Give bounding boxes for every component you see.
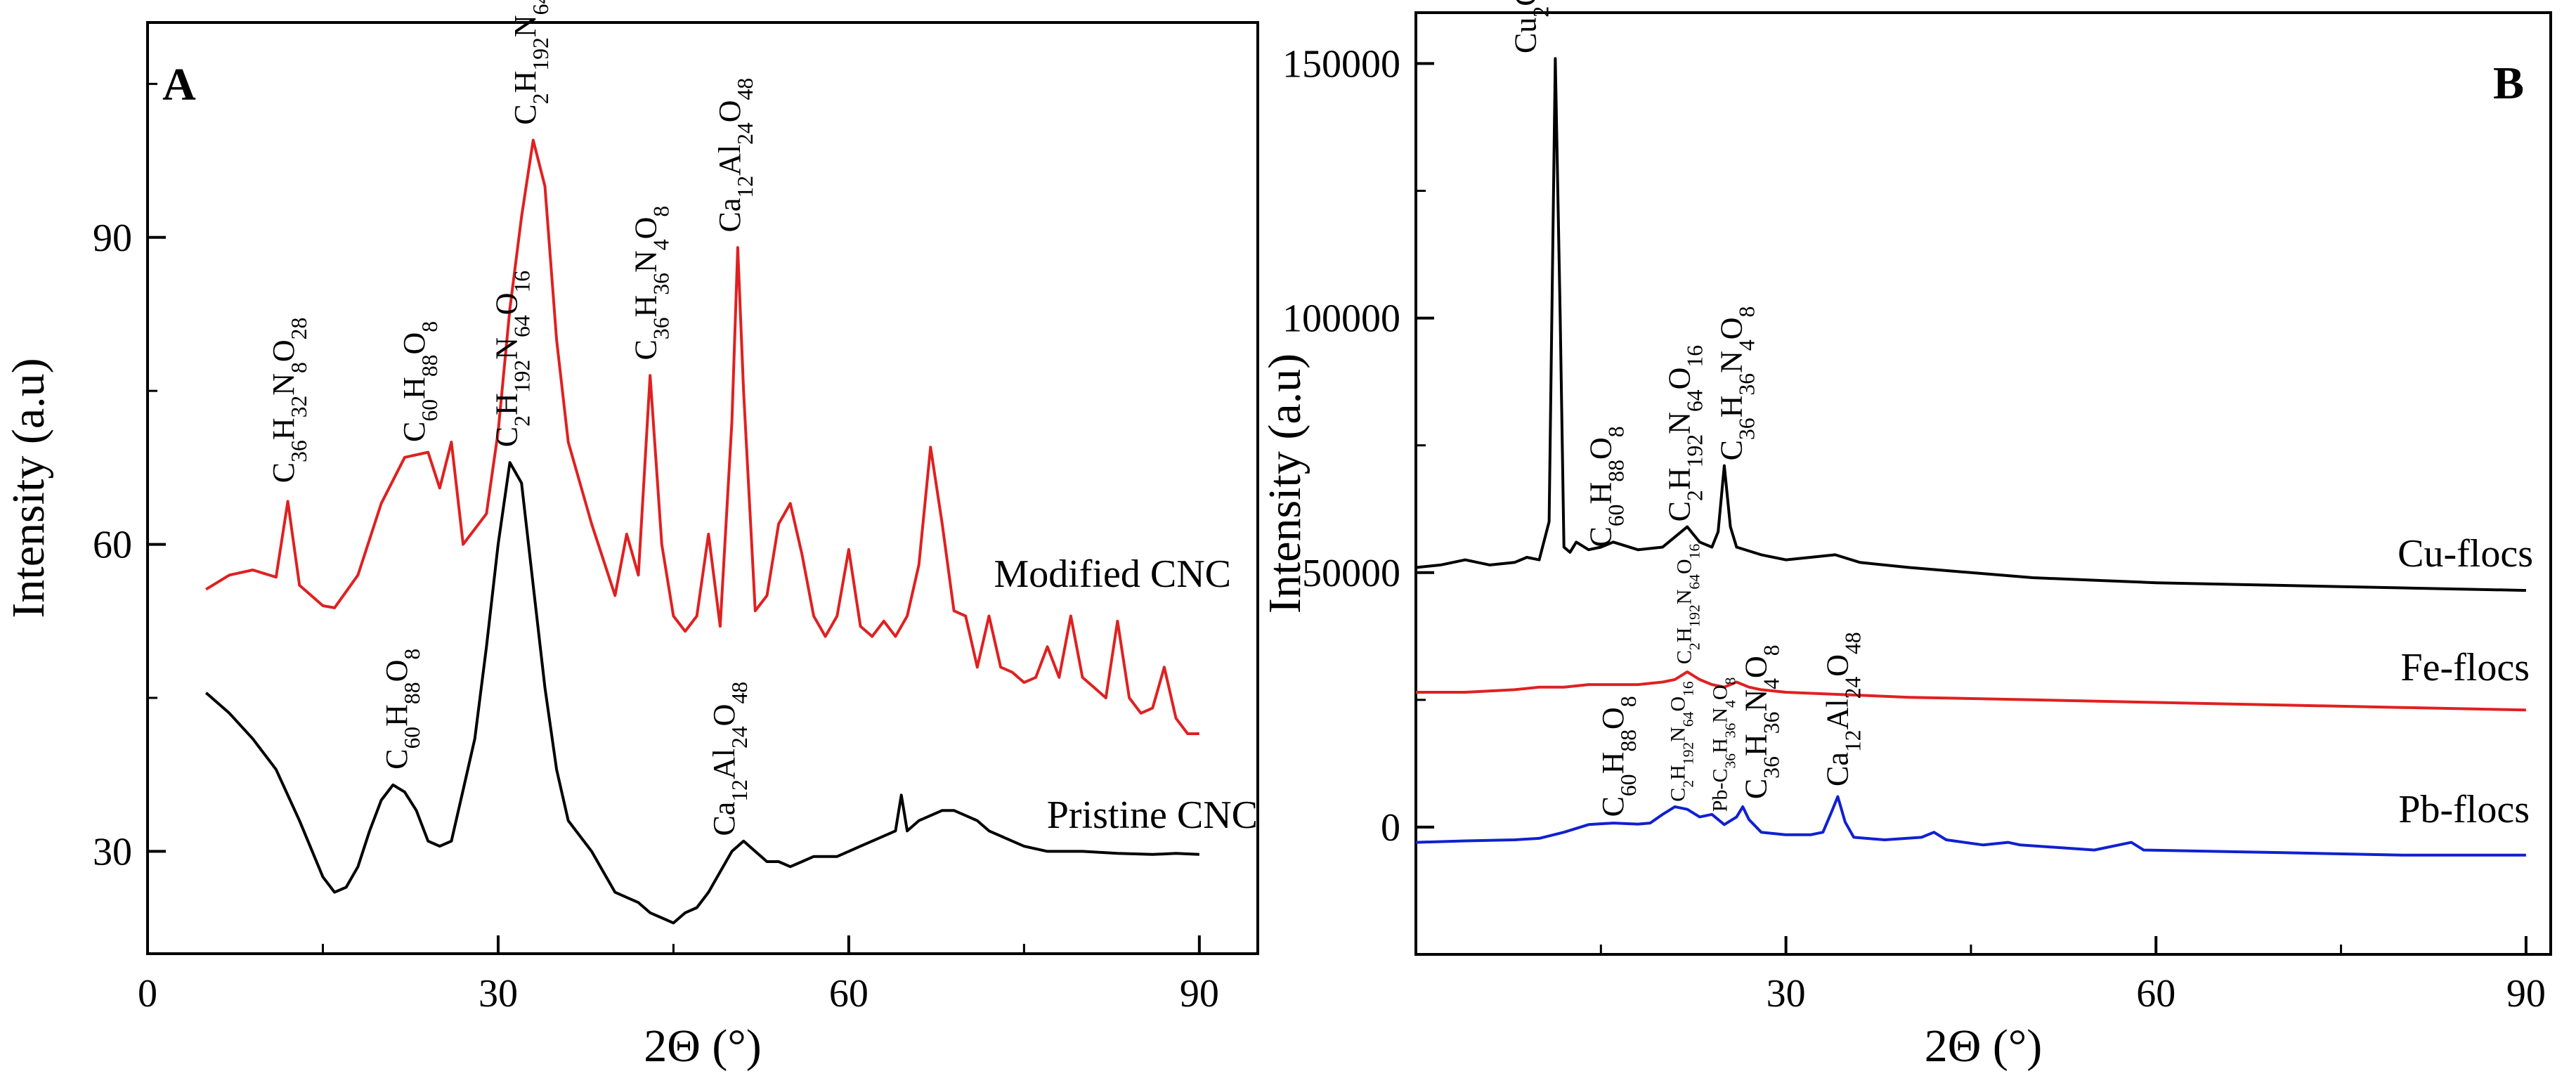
- peak-annotation: C60H88O8: [379, 649, 424, 770]
- y-tick-label: 50000: [1302, 552, 1400, 595]
- peak-annotation: C60H88O8: [1583, 426, 1628, 547]
- series-label: Cu-flocs: [2398, 532, 2533, 576]
- annotation-text: C2H192N64O16: [1672, 544, 1703, 665]
- x-tick-label: 60: [829, 972, 869, 1016]
- annotation-text: C2H192N64O16: [508, 0, 553, 125]
- annotation-text: Ca12Al24O48: [713, 78, 757, 233]
- peak-annotation: Ca12Al24O48: [713, 78, 757, 233]
- series-label: Modified CNC: [994, 552, 1231, 596]
- x-axis-title: 2Θ (°): [1925, 1020, 2043, 1072]
- annotation-text: Ca12Al24O48: [1820, 632, 1865, 786]
- series-line-pb-flocs: [1415, 795, 2526, 857]
- panel-a: 0 30 60 90 30 60 90 2Θ (°) Intensity (a.u) A Modif…: [3, 0, 1259, 1072]
- annotation-text: C60H88O8: [397, 321, 442, 442]
- annotation-text: C2H192N64O16: [490, 271, 535, 447]
- annotation-text: C36H36N4O8: [1739, 644, 1784, 799]
- annotation-text: C2H192N64O16: [1663, 345, 1707, 521]
- peak-annotation: C2H192N64O16: [490, 271, 535, 447]
- y-tick-label: 30: [93, 830, 132, 874]
- x-tick-label: 30: [479, 972, 518, 1016]
- annotation-text: Ca12Al24O48: [707, 682, 752, 836]
- panel-label: B: [2493, 58, 2524, 109]
- x-axis-title: 2Θ (°): [644, 1020, 762, 1072]
- annotation-text: C60H88O8: [1583, 426, 1628, 547]
- series-label: Pb-flocs: [2398, 788, 2530, 831]
- series-line-cu-flocs: [1415, 57, 2526, 592]
- series-line-pristine-cnc: [204, 461, 1199, 925]
- peak-annotation: C2H192N64O16: [1672, 544, 1703, 665]
- y-tick-label: 60: [93, 524, 132, 567]
- x-tick-label: 0: [138, 972, 157, 1016]
- peak-annotation: C36H36N4O8: [1739, 644, 1784, 799]
- annotation-text: C60H88O8: [1596, 696, 1641, 817]
- annotation-text: C36H36N4O8: [1714, 306, 1759, 461]
- peak-annotation: Ca12Al24O48: [1820, 632, 1865, 786]
- annotation-text: C36H36N4O8: [628, 206, 673, 361]
- x-tick-label: 90: [2506, 972, 2546, 1016]
- plot-frame: [146, 21, 1259, 955]
- annotation-text: Pb-C36H36N4O8: [1708, 677, 1738, 812]
- peak-annotation: Ca12Al24O48: [707, 682, 752, 836]
- peak-annotation: C60H88O8: [1596, 696, 1641, 817]
- series-line-fe-flocs: [1416, 670, 2526, 712]
- x-tick-label: 30: [1767, 972, 1806, 1016]
- panel-label: A: [162, 59, 196, 110]
- y-tick-label: 100000: [1282, 297, 1400, 341]
- y-axis-title: Intensity (a.u): [3, 358, 54, 618]
- panel-b: 30 60 90 0 50000 100000 150000 2Θ (°) Intensity …: [1259, 0, 2552, 1072]
- annotation-text: C2H192N64O16: [1667, 681, 1697, 802]
- peak-annotation: Pb-C36H36N4O8: [1708, 677, 1738, 812]
- series-label: Pristine CNC: [1047, 793, 1258, 837]
- y-axis-title: Intensity (a.u): [1259, 354, 1310, 614]
- peak-annotation: C2H192N64O16: [1663, 345, 1707, 521]
- peak-annotation: C60H88O8: [397, 321, 442, 442]
- series-line-modified-cnc: [205, 138, 1199, 735]
- series-label: Fe-flocs: [2400, 646, 2530, 689]
- plot-frame: [1414, 11, 2552, 956]
- y-tick-label: 0: [1381, 806, 1400, 850]
- peak-annotation: C36H36N4O8: [628, 206, 673, 361]
- y-tick-label: 90: [93, 216, 132, 260]
- annotation-text: C60H88O8: [379, 649, 424, 770]
- x-tick-label: 90: [1180, 972, 1219, 1016]
- peak-annotation: C2H192N64O16: [1667, 681, 1697, 802]
- peak-annotation: C36H32N8O28: [266, 318, 311, 484]
- peak-annotation: C36H36N4O8: [1714, 306, 1759, 461]
- annotation-text: C36H32N8O28: [266, 318, 311, 484]
- peak-annotation: C2H192N64O16: [508, 0, 553, 125]
- y-tick-label: 150000: [1282, 42, 1400, 86]
- x-tick-label: 60: [2136, 972, 2175, 1016]
